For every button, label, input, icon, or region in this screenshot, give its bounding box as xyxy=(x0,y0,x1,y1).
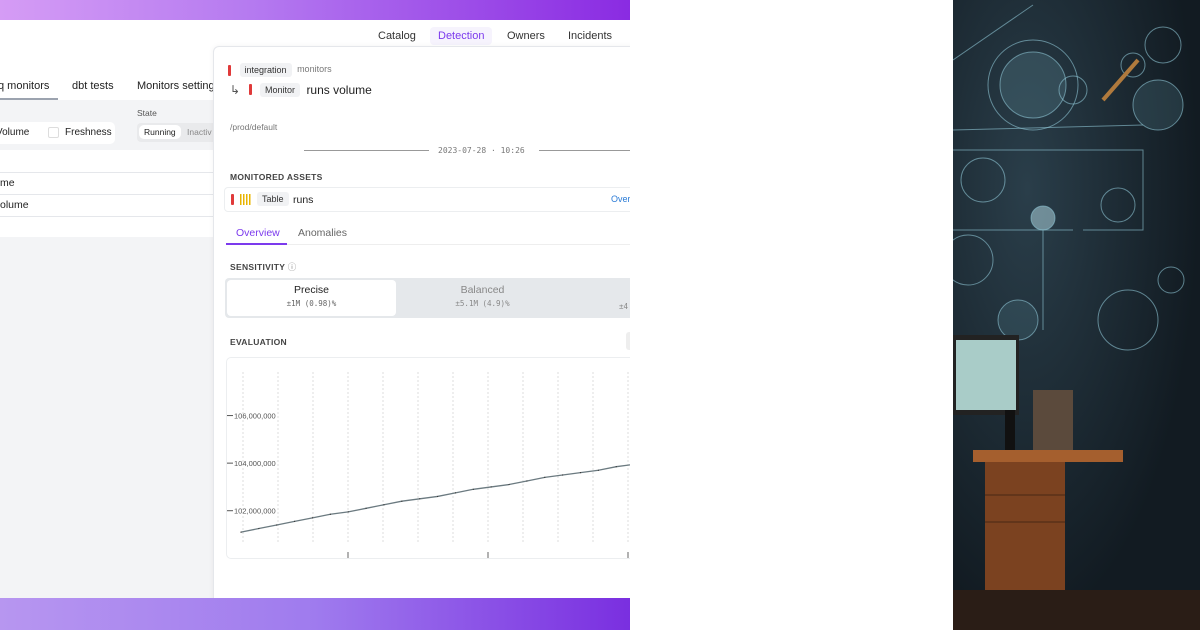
timestamp: 2023-07-28 · 10:26 xyxy=(438,146,525,155)
filter-volume[interactable]: Volume xyxy=(0,127,30,138)
data-point xyxy=(472,488,474,490)
evaluation-menu-button[interactable] xyxy=(626,332,630,350)
nav-incidents[interactable]: Incidents xyxy=(568,30,613,42)
data-point xyxy=(579,472,582,474)
breadcrumb-tag[interactable]: integration xyxy=(239,63,292,77)
child-arrow-icon: ↳ xyxy=(230,83,241,97)
state-label: State xyxy=(137,108,157,118)
info-icon[interactable]: ⓘ xyxy=(287,262,297,272)
data-point xyxy=(294,520,296,523)
bottom-gradient-band xyxy=(0,598,630,630)
data-point xyxy=(436,495,439,498)
tab-monitors[interactable]: q monitors xyxy=(0,80,50,92)
monitor-tag: Monitor xyxy=(259,82,300,97)
monitor-list: me olume xyxy=(0,150,215,237)
active-tab-underline xyxy=(0,98,58,100)
app-window: Catalog Detection Owners Incidents q mon… xyxy=(0,20,630,598)
sensitivity-precise[interactable]: Precise ±1M (0.98)% xyxy=(227,280,396,316)
type-filter: Volume Freshness xyxy=(0,122,115,144)
data-point xyxy=(311,517,314,519)
y-tick-label: 102,000,000 xyxy=(234,507,276,516)
data-point xyxy=(526,480,528,482)
monitored-assets-title: MONITORED ASSETS xyxy=(230,172,323,182)
alert-indicator xyxy=(231,194,234,205)
data-point xyxy=(508,483,510,486)
evaluation-chart: 106,000,000 104,000,000 102,000,000 xyxy=(226,357,630,559)
sensitivity-selector: Precise ±1M (0.98)% Balanced ±5.1M (4.9)… xyxy=(225,278,630,318)
data-point xyxy=(347,511,349,513)
sensitivity-title: SENSITIVITY ⓘ xyxy=(230,261,297,273)
sensitivity-third-option[interactable]: ±4 xyxy=(619,302,629,311)
active-tab-underline xyxy=(226,243,287,245)
decorative-illustration xyxy=(953,0,1200,630)
monitor-path: /prod/default xyxy=(230,122,278,132)
left-empty-area xyxy=(0,237,215,598)
state-inactive[interactable]: Inactiv xyxy=(187,127,212,137)
filter-bar: Volume Freshness State Running Inactiv xyxy=(0,100,217,150)
data-point xyxy=(401,500,403,502)
alert-indicator xyxy=(228,64,231,76)
list-item[interactable]: me xyxy=(0,172,215,193)
data-point xyxy=(240,531,242,533)
filter-freshness[interactable]: Freshness xyxy=(65,127,112,138)
freshness-checkbox[interactable] xyxy=(48,127,59,138)
sensitivity-label: SENSITIVITY xyxy=(230,262,286,272)
breadcrumb-name[interactable]: monitors xyxy=(297,64,332,75)
alert-indicator xyxy=(248,84,252,96)
asset-tag: Table xyxy=(257,192,289,206)
monitor-name: runs volume xyxy=(306,83,372,97)
nav-catalog[interactable]: Catalog xyxy=(378,30,416,42)
list-item[interactable]: olume xyxy=(0,194,215,215)
data-point xyxy=(383,504,385,506)
state-toggle: Running Inactiv xyxy=(137,123,217,142)
option-label: Precise xyxy=(293,284,329,296)
data-point xyxy=(258,527,260,530)
monitor-title: ↳ Monitor runs volume xyxy=(230,81,372,99)
office-illustration xyxy=(953,4,1200,630)
option-value: ±1M (0.98)% xyxy=(286,299,337,308)
asset-name: runs xyxy=(293,194,314,206)
data-point xyxy=(276,524,278,526)
data-point xyxy=(329,513,331,515)
evaluation-title: EVALUATION xyxy=(230,337,287,347)
chart-svg: 106,000,000 104,000,000 102,000,000 xyxy=(227,372,630,558)
option-value: ±5.1M (4.9)% xyxy=(455,299,510,308)
top-gradient-band xyxy=(0,0,630,20)
breadcrumb: integration monitors xyxy=(228,63,332,77)
divider xyxy=(539,150,630,151)
divider xyxy=(304,150,429,151)
state-running[interactable]: Running xyxy=(139,125,181,139)
y-tick-label: 106,000,000 xyxy=(234,412,276,421)
asset-overview-link[interactable]: Over xyxy=(611,194,630,204)
data-point xyxy=(615,466,617,468)
tab-overview[interactable]: Overview xyxy=(236,227,280,239)
data-point xyxy=(419,498,421,500)
data-point xyxy=(544,476,546,479)
data-point xyxy=(454,492,457,494)
data-point xyxy=(597,469,599,471)
y-tick-label: 104,000,000 xyxy=(234,459,276,468)
nav-detection[interactable]: Detection xyxy=(430,27,493,45)
divider xyxy=(0,216,215,217)
asset-row[interactable]: Table runs Over xyxy=(224,187,630,212)
tab-dbt-tests[interactable]: dbt tests xyxy=(72,80,114,92)
option-label: Balanced xyxy=(460,284,505,296)
data-point xyxy=(490,486,492,488)
data-point xyxy=(365,507,367,509)
data-point xyxy=(562,474,564,476)
tab-anomalies[interactable]: Anomalies xyxy=(298,227,348,239)
series-line xyxy=(240,464,630,533)
monitor-detail-panel: integration monitors ↳ Monitor runs volu… xyxy=(213,46,630,598)
table-icon xyxy=(240,194,252,205)
tabs-divider xyxy=(226,244,630,245)
sensitivity-balanced[interactable]: Balanced ±5.1M (4.9)% xyxy=(396,280,569,316)
tab-monitors-settings[interactable]: Monitors settings xyxy=(137,80,221,92)
nav-owners[interactable]: Owners xyxy=(507,30,545,42)
